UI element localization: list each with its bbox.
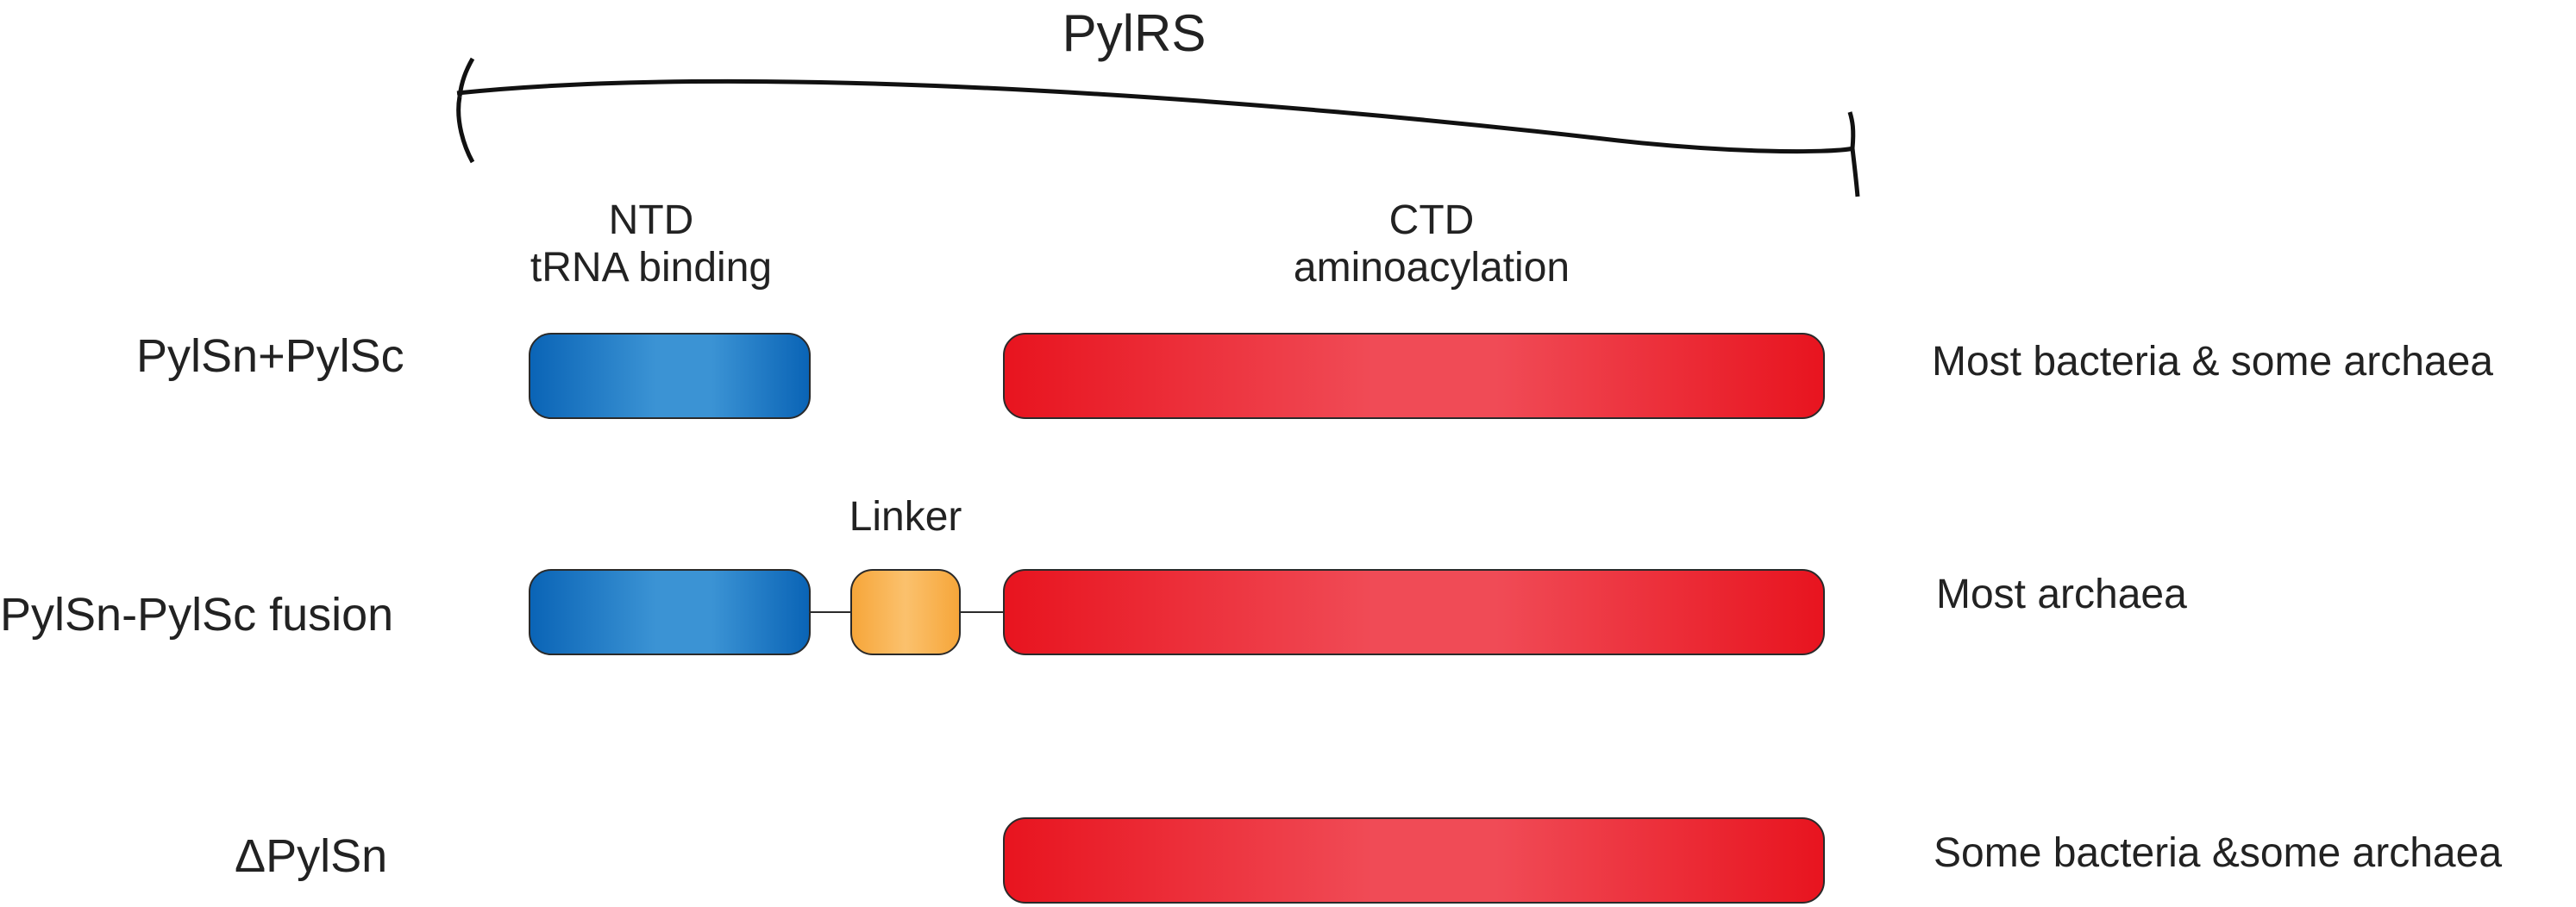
row-label-pylsn-pylsc: PylSn+PylSc <box>136 330 404 382</box>
ctd-name: CTD <box>1388 197 1475 243</box>
ctd-domain-box <box>1003 569 1825 655</box>
row-label-delta-pylsn: ΔPylSn <box>235 830 388 882</box>
ntd-name: NTD <box>608 197 694 243</box>
row-note-1: Most bacteria & some archaea <box>1932 339 2493 385</box>
row-note-3: Some bacteria &some archaea <box>1934 830 2503 876</box>
row-label-fusion: PylSn-PylSc fusion <box>0 589 394 641</box>
linker-connector <box>961 611 1004 613</box>
ctd-domain-box <box>1003 333 1825 419</box>
linker-connector <box>811 611 852 613</box>
ctd-label: CTD aminoacylation <box>1294 197 1570 291</box>
ctd-domain-box <box>1003 817 1825 904</box>
row-note-2: Most archaea <box>1936 572 2187 617</box>
linker-domain-box <box>850 569 961 655</box>
ntd-domain-box <box>529 333 811 419</box>
ntd-domain-box <box>529 569 811 655</box>
linker-label: Linker <box>849 494 962 540</box>
ctd-function: aminoacylation <box>1293 245 1570 291</box>
ntd-function: tRNA binding <box>530 245 773 291</box>
diagram-title: PylRS <box>1062 4 1207 62</box>
ntd-label: NTD tRNA binding <box>530 197 772 291</box>
